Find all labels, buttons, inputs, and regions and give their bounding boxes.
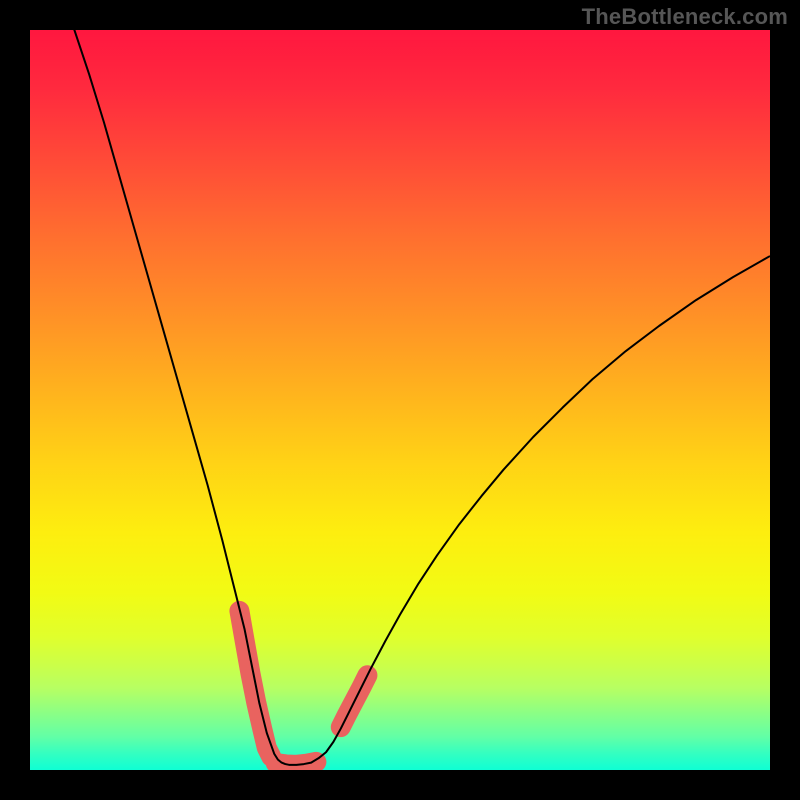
figure-container: TheBottleneck.com xyxy=(0,0,800,800)
plot-background xyxy=(30,30,770,770)
bottleneck-chart xyxy=(30,30,770,770)
watermark-label: TheBottleneck.com xyxy=(582,4,788,30)
